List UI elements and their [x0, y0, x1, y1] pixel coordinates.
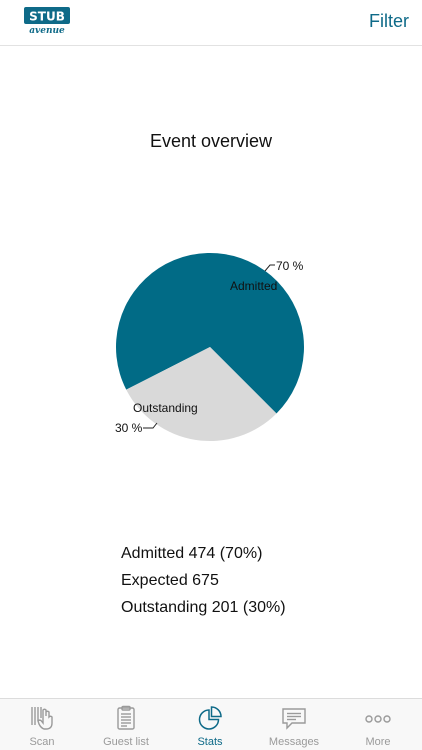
tab-label: Messages: [268, 736, 320, 748]
tab-stats[interactable]: Stats: [168, 699, 252, 750]
tab-label: Stats: [197, 736, 223, 748]
tab-more[interactable]: More: [336, 699, 420, 750]
logo-text-top: STUB: [29, 10, 65, 24]
top-bar: STUB avenue Filter: [0, 0, 422, 46]
barcode-scan-icon: [31, 707, 53, 730]
leader-line-admitted: [264, 264, 275, 272]
pie-label-outstanding: Outstanding: [133, 401, 198, 415]
clipboard-icon: [117, 705, 135, 730]
pie-slice-admitted[interactable]: [116, 253, 305, 414]
tab-guest-list[interactable]: Guest list: [84, 699, 168, 750]
tab-scan[interactable]: Scan: [0, 699, 84, 750]
stats-summary: Admitted 474 (70%) Expected 675 Outstand…: [121, 540, 286, 621]
pie-pct-label-outstanding: 30 %: [115, 421, 143, 435]
tab-label: Guest list: [103, 736, 149, 748]
pie-slice-outstanding[interactable]: [126, 347, 277, 442]
leader-line-outstanding: [143, 422, 158, 429]
message-icon: [282, 708, 306, 730]
filter-button[interactable]: Filter: [369, 11, 409, 31]
tab-label: More: [365, 736, 391, 748]
pie-label-admitted: Admitted: [230, 279, 277, 293]
chart-title: Event overview: [149, 131, 273, 151]
tab-messages[interactable]: Messages: [252, 699, 336, 750]
pie-chart: 70 % Admitted Outstanding 30 %: [115, 253, 305, 442]
more-dots-icon: [365, 715, 391, 723]
tab-bar: Scan Guest list Stats: [0, 698, 422, 750]
summary-expected: Expected 675: [121, 572, 219, 589]
stub-avenue-logo[interactable]: STUB avenue: [24, 7, 70, 35]
pie-chart-icon: [198, 706, 222, 730]
summary-outstanding: Outstanding 201 (30%): [121, 599, 286, 616]
pie-pct-label-admitted: 70 %: [276, 259, 304, 273]
summary-admitted: Admitted 474 (70%): [121, 545, 263, 562]
logo-text-bottom: avenue: [29, 26, 65, 35]
tab-label: Scan: [29, 736, 55, 748]
